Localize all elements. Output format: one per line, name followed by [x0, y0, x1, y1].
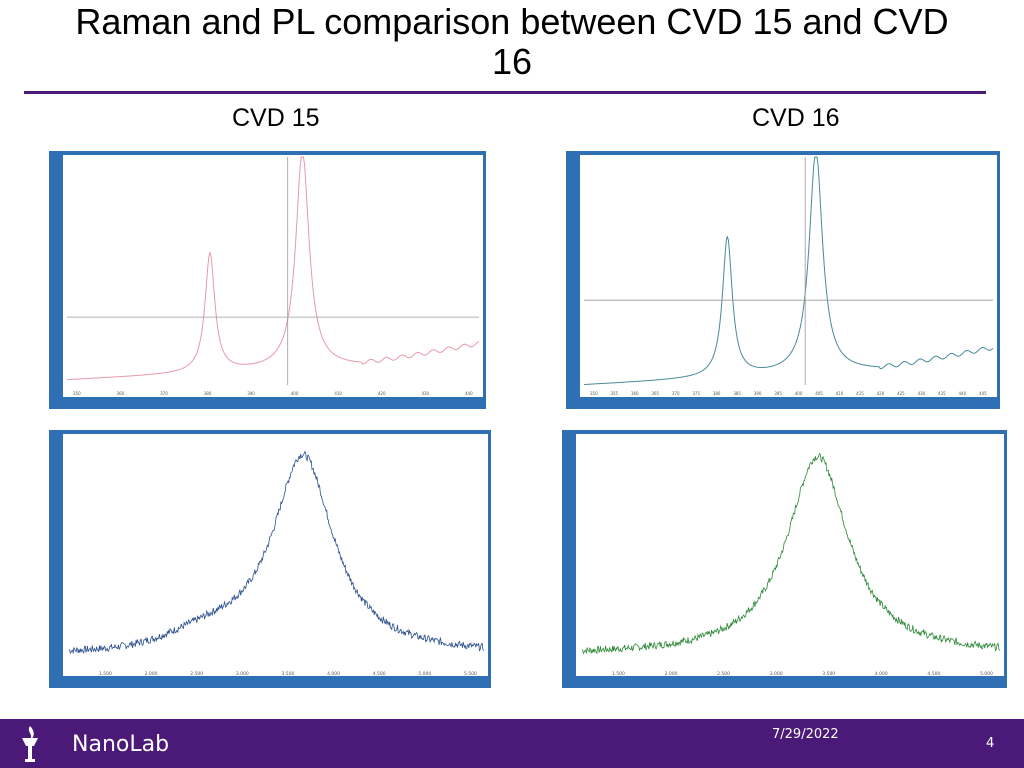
raman-cvd16-x-tick: 440: [959, 391, 967, 396]
raman-cvd16-x-tick: 420: [877, 391, 885, 396]
slide-title: Raman and PL comparison between CVD 15 a…: [75, 1, 949, 82]
raman-cvd16-x-tick: 380: [713, 391, 721, 396]
raman-cvd15-series-line: [66, 156, 480, 381]
raman-cvd16-x-tick: 355: [610, 391, 618, 396]
raman-cvd15-x-tick: 380: [204, 391, 212, 396]
raman-cvd16-x-tick: 370: [672, 391, 680, 396]
pl-cvd15-x-tick: 5.500: [464, 671, 477, 676]
pl-cvd15-x-tick: 4.500: [373, 671, 386, 676]
footer-bar: NanoLab 7/29/2022 4: [0, 719, 1024, 768]
title-divider: [24, 91, 986, 94]
raman-cvd15-x-tick: 370: [160, 391, 168, 396]
pl-cvd16-x-tick: 5.000: [980, 671, 993, 676]
pl-cvd16-x-tick: 1.500: [612, 671, 625, 676]
raman-cvd16-x-tick: 410: [836, 391, 844, 396]
raman-cvd15-x-tick: 390: [247, 391, 255, 396]
pl-cvd16-x-tick: 2.000: [665, 671, 678, 676]
raman-cvd16-x-tick: 395: [774, 391, 782, 396]
raman-cvd16-x-tick: 390: [754, 391, 762, 396]
raman-cvd16-x-tick: 375: [692, 391, 700, 396]
raman-cvd15-x-tick: 360: [117, 391, 125, 396]
raman-cvd16-x-tick: 435: [938, 391, 946, 396]
raman-cvd16-panel: 350 355 360 365 370 375 380 385 390 395 400 405 410 4…: [566, 151, 1000, 409]
pl-cvd15-series-line: [68, 450, 484, 655]
raman-cvd15-x-tick: 420: [378, 391, 386, 396]
raman-cvd15-x-tick: 410: [334, 391, 342, 396]
raman-cvd16-chart: 350 355 360 365 370 375 380 385 390 395 400 405 410 4…: [583, 156, 994, 396]
pl-cvd16-chart: 1.500 2.000 2.500 3.000 3.500 4.000 4.500 5.000: [581, 452, 1000, 676]
pl-cvd15-x-tick: 1.500: [99, 671, 112, 676]
cvd15-label: CVD 15: [232, 104, 320, 132]
raman-cvd16-x-tick: 405: [815, 391, 823, 396]
pl-cvd16-panel: 1.500 2.000 2.500 3.000 3.500 4.000 4.500 5.000: [562, 430, 1007, 688]
torch-logo-icon: [22, 726, 38, 762]
pl-cvd16-x-tick: 2.500: [717, 671, 730, 676]
raman-cvd16-x-tick: 385: [733, 391, 741, 396]
raman-cvd15-x-tick: 400: [291, 391, 299, 396]
raman-cvd16-x-tick: 445: [979, 391, 987, 396]
footer-brand: NanoLab: [72, 732, 170, 757]
pl-cvd16-x-tick: 4.500: [927, 671, 940, 676]
pl-cvd15-x-tick: 2.500: [190, 671, 203, 676]
cvd16-label: CVD 16: [752, 104, 840, 132]
raman-cvd16-series-line: [583, 156, 994, 385]
raman-cvd15-x-tick: 440: [465, 391, 473, 396]
raman-cvd16-x-tick: 400: [795, 391, 803, 396]
pl-cvd15-x-tick: 4.000: [327, 671, 340, 676]
raman-cvd15-panel: 350360370380390400410420430440Raman shif…: [49, 151, 486, 409]
pl-cvd15-x-tick: 3.000: [236, 671, 249, 676]
pl-cvd16-x-tick: 4.000: [875, 671, 888, 676]
raman-cvd16-x-tick: 365: [651, 391, 659, 396]
pl-cvd16-x-tick: 3.000: [770, 671, 783, 676]
raman-cvd16-x-tick: 350: [590, 391, 598, 396]
pl-cvd15-panel: 1.500 2.000 2.500 3.000 3.500 4.000 4.500 5.000…: [49, 430, 491, 688]
footer-date: 7/29/2022: [772, 727, 839, 742]
raman-cvd16-x-tick: 430: [918, 391, 926, 396]
pl-cvd16-x-tick: 3.500: [822, 671, 835, 676]
pl-cvd16-series-line: [581, 452, 1000, 655]
raman-cvd16-x-tick: 415: [856, 391, 864, 396]
raman-cvd15-chart: 350360370380390400410420430440Raman shif…: [66, 156, 480, 396]
pl-cvd15-chart: 1.500 2.000 2.500 3.000 3.500 4.000 4.500 5.000…: [68, 450, 484, 676]
raman-cvd15-x-tick: 430: [421, 391, 429, 396]
raman-cvd16-x-tick: 360: [631, 391, 639, 396]
footer-page-number: 4: [986, 736, 995, 751]
raman-cvd16-x-tick: 425: [897, 391, 905, 396]
pl-cvd15-x-tick: 5.000: [418, 671, 431, 676]
pl-cvd15-x-tick: 2.000: [145, 671, 158, 676]
pl-cvd15-x-tick: 3.500: [282, 671, 295, 676]
raman-cvd15-x-tick: 350: [73, 391, 81, 396]
